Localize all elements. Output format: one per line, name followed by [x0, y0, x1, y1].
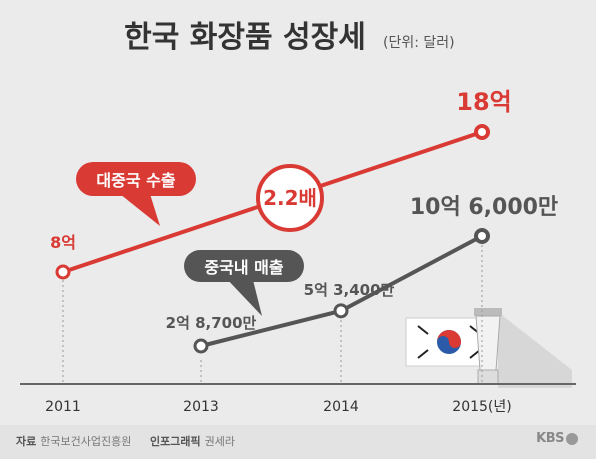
source-credit-label: 자료 [16, 435, 37, 448]
data-point-center [478, 232, 486, 240]
data-point [193, 338, 209, 354]
data-label: 5억 3,400만 [304, 281, 395, 299]
footer: 자료 한국보건사업진흥원 인포그래픽 권세라 KBS [0, 425, 596, 459]
sales-callout-label: 중국내 매출 [204, 258, 283, 277]
chart-title-group: 한국 화장품 성장세 (단위: 달러) [124, 20, 454, 55]
kbs-logo: KBS [536, 431, 578, 446]
chart-subtitle: (단위: 달러) [383, 35, 455, 51]
source-credit-value: 한국보건사업진흥원 [40, 435, 132, 448]
source-credit: 자료 한국보건사업진흥원 [16, 433, 131, 449]
data-point [333, 303, 349, 319]
x-tick-label: 2015(년) [452, 399, 511, 415]
growth-annotation: 2.2배 [263, 186, 317, 210]
data-label: 8억 [50, 233, 76, 252]
chart-title: 한국 화장품 성장세 [124, 20, 366, 55]
data-point-center [478, 128, 486, 136]
export-callout: 대중국 수출 [76, 162, 196, 226]
author-credit-label: 인포그래픽 [150, 435, 201, 448]
x-tick-label: 2011 [45, 399, 81, 415]
data-label: 10억 6,000만 [410, 195, 558, 220]
data-label: 2억 8,700만 [166, 314, 257, 332]
data-label: 18억 [456, 88, 511, 116]
cosmetic-tube-icon [474, 308, 572, 388]
plot-area: 2011 2013 2014 2015(년) 8억 18억 2억 8,700만 5억 3,40… [20, 88, 576, 415]
author-credit-value: 권세라 [204, 435, 235, 448]
data-point [55, 264, 71, 280]
x-tick-label: 2013 [183, 399, 219, 415]
sales-callout: 중국내 매출 [184, 250, 304, 316]
export-callout-label: 대중국 수출 [96, 171, 175, 190]
author-credit: 인포그래픽 권세라 [150, 433, 235, 449]
growth-bubble [256, 164, 324, 232]
x-tick-label: 2014 [323, 399, 359, 415]
